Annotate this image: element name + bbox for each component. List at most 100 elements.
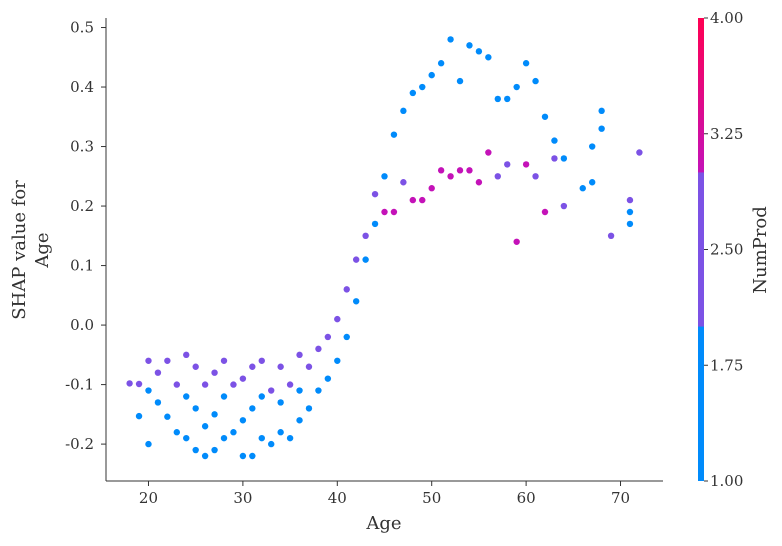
scatter-point xyxy=(277,363,284,370)
scatter-point xyxy=(419,196,426,204)
scatter-point xyxy=(183,393,190,400)
scatter-point xyxy=(352,298,360,305)
scatter-point xyxy=(201,381,209,388)
scatter-point xyxy=(579,185,586,192)
scatter-point xyxy=(381,173,388,180)
scatter-point xyxy=(485,54,492,61)
scatter-point xyxy=(296,387,303,394)
scatter-point xyxy=(183,434,190,442)
scatter-point xyxy=(626,208,634,216)
scatter-point xyxy=(428,185,435,192)
scatter-point xyxy=(532,77,539,85)
scatter-point xyxy=(249,405,256,412)
scatter-point xyxy=(230,429,237,436)
scatter-point xyxy=(551,155,558,162)
scatter-point xyxy=(626,196,634,204)
scatter-point xyxy=(409,89,417,97)
scatter-point xyxy=(607,232,615,240)
scatter-point xyxy=(230,381,237,388)
scatter-point xyxy=(277,399,284,406)
scatter-point xyxy=(220,434,228,442)
colorbar-tick-label: 1.00 xyxy=(710,472,743,490)
scatter-point xyxy=(390,208,398,216)
scatter-point xyxy=(277,429,284,436)
scatter-point xyxy=(456,167,464,174)
scatter-point xyxy=(286,434,294,442)
scatter-point xyxy=(343,286,350,293)
y-tick-label: 0.0 xyxy=(70,316,94,334)
scatter-point xyxy=(560,155,568,162)
scatter-point xyxy=(437,167,445,174)
scatter-point xyxy=(164,413,171,420)
x-tick-label: 20 xyxy=(139,489,158,507)
scatter-point xyxy=(343,333,350,341)
scatter-point xyxy=(381,208,388,216)
scatter-point xyxy=(239,452,247,460)
scatter-point xyxy=(636,149,643,156)
scatter-point xyxy=(504,161,511,168)
scatter-point xyxy=(541,113,549,120)
y-tick-label: 0.3 xyxy=(70,138,94,156)
scatter-point xyxy=(154,399,162,406)
scatter-point xyxy=(400,179,407,186)
scatter-point xyxy=(173,429,181,436)
scatter-point xyxy=(211,446,218,454)
scatter-point xyxy=(145,387,152,394)
scatter-point xyxy=(192,363,199,370)
scatter-point xyxy=(324,333,332,341)
scatter-point xyxy=(466,167,473,174)
scatter-point xyxy=(286,381,294,388)
scatter-point xyxy=(258,357,265,364)
scatter-point xyxy=(296,351,303,359)
scatter-point xyxy=(494,173,501,180)
x-ticks: 20 30 40 50 60 70 xyxy=(139,481,630,507)
y-axis-label-line-1: SHAP value for xyxy=(9,180,30,320)
scatter-point xyxy=(494,95,501,103)
scatter-point xyxy=(513,238,520,245)
scatter-point xyxy=(135,380,143,388)
scatter-point xyxy=(324,375,332,382)
scatter-point xyxy=(192,405,199,412)
scatter-point xyxy=(239,375,247,382)
scatter-point xyxy=(456,77,464,85)
colorbar-tick-label: 4.00 xyxy=(710,9,743,27)
y-tick-label: -0.2 xyxy=(65,435,94,453)
scatter-point xyxy=(183,351,190,359)
scatter-point xyxy=(475,48,483,55)
scatter-point xyxy=(334,357,341,364)
scatter-point xyxy=(588,179,596,186)
scatter-point xyxy=(485,149,492,156)
scatter-point xyxy=(173,381,181,388)
scatter-point xyxy=(626,220,634,228)
x-tick-label: 40 xyxy=(328,489,347,507)
scatter-point xyxy=(201,423,209,430)
scatter-point xyxy=(513,83,520,91)
x-tick-label: 50 xyxy=(422,489,441,507)
scatter-point xyxy=(504,95,511,103)
colorbar xyxy=(698,18,704,481)
scatter-point xyxy=(258,393,265,400)
scatter-point xyxy=(522,161,530,168)
scatter-points xyxy=(126,36,643,460)
scatter-point xyxy=(164,357,171,364)
scatter-point xyxy=(560,202,568,210)
scatter-point xyxy=(305,363,313,370)
scatter-point xyxy=(541,208,549,216)
scatter-point xyxy=(532,173,539,180)
colorbar-ticks: 1.00 1.75 2.50 3.25 4.00 xyxy=(704,9,743,490)
scatter-point xyxy=(447,36,454,43)
scatter-point xyxy=(154,369,162,376)
scatter-point xyxy=(220,357,228,364)
scatter-point xyxy=(211,411,218,418)
scatter-point xyxy=(419,83,426,91)
scatter-point xyxy=(598,125,605,132)
scatter-point xyxy=(390,131,398,138)
scatter-point xyxy=(475,179,483,186)
y-ticks: -0.2 -0.1 0.0 0.1 0.2 0.3 0.4 0.5 xyxy=(65,19,106,453)
scatter-point xyxy=(400,107,407,115)
x-tick-label: 70 xyxy=(611,489,630,507)
colorbar-tick-label: 1.75 xyxy=(710,356,743,374)
scatter-point xyxy=(249,452,256,460)
scatter-point xyxy=(220,393,228,400)
